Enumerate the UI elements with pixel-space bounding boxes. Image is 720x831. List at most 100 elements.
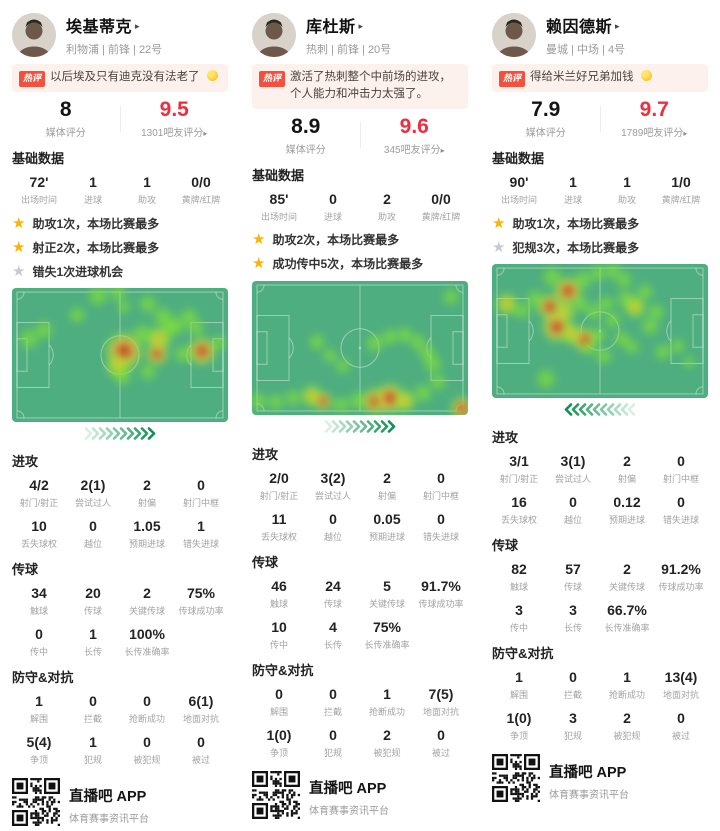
fan-rating[interactable]: 9.5 1301吧友评分▸: [121, 98, 229, 139]
stat-label: 传中: [29, 647, 48, 657]
stat-value: 0: [329, 510, 337, 527]
stat-value: 2: [623, 453, 631, 469]
avatar[interactable]: [12, 13, 56, 57]
fan-rating-arrow-icon: ▸: [440, 145, 445, 155]
media-rating-label: 媒体评分: [45, 128, 86, 139]
stat: 75% 长传准确率: [360, 619, 414, 651]
stat: 1 解围: [12, 693, 66, 725]
stat-value: 7(5): [428, 685, 454, 702]
stat: 100% 长传准确率: [120, 626, 174, 658]
stat-label: 射门中框: [422, 490, 459, 501]
player-header: 赖因德斯 ▸ 曼城 | 中场 | 4号: [492, 10, 708, 60]
stat-value: 2: [143, 477, 151, 493]
stat-label: 出场时间: [500, 195, 537, 205]
stat: 1 进球: [546, 174, 600, 206]
stat-value: 2: [383, 726, 391, 743]
stat-value: 46: [271, 577, 287, 594]
stat-label: 关键传球: [128, 606, 165, 616]
player-name-row[interactable]: 库杜斯 ▸: [306, 13, 391, 37]
stat-label: 尝试过人: [554, 474, 591, 484]
qr-code: [12, 778, 60, 826]
attack-direction-arrow: [12, 425, 228, 442]
stat-label: 长传准确率: [604, 623, 650, 633]
stat-label: 关键传球: [608, 582, 645, 592]
stat-label: 助攻: [137, 195, 156, 205]
qr-code: [492, 754, 540, 802]
chevron-icon: [105, 427, 114, 440]
stat: 2/0 射门/射正: [252, 470, 306, 502]
ratings-row: 7.9 媒体评分 9.7 1789吧友评分▸: [492, 98, 708, 139]
chevron-icon: [352, 419, 361, 433]
highlight-item: ★ 成功传中5次，本场比赛最多: [252, 252, 468, 276]
chevron-icon: [366, 419, 375, 433]
stat: 0 越位: [546, 494, 600, 526]
stat: 0 进球: [306, 191, 360, 223]
stat-label: 越位: [323, 531, 342, 542]
hot-comment-banner: 热评 激活了热刺整个中前场的进攻，个人能力和冲击力太强了。: [252, 64, 468, 109]
player-header-text: 赖因德斯 ▸ 曼城 | 中场 | 4号: [546, 13, 625, 57]
chevron-icon: [98, 427, 107, 440]
app-name: 直播吧 APP: [69, 788, 147, 805]
stat-label: 被过: [671, 731, 690, 741]
stat: 2 关键传球: [600, 561, 654, 593]
stat-label: 射门中框: [182, 498, 219, 508]
fan-rating[interactable]: 9.7 1789吧友评分▸: [601, 98, 709, 139]
player-name-row[interactable]: 赖因德斯 ▸: [546, 13, 625, 37]
stat: 0 抢断成功: [120, 693, 174, 725]
stat-label: 射门中框: [662, 474, 699, 484]
section-title-basic: 基础数据: [252, 167, 305, 183]
hot-comment-banner: 热评 以后埃及只有迪克没有法老了: [12, 64, 228, 92]
chevron-icon: [140, 427, 149, 440]
chevron-icon: [338, 419, 347, 433]
stat-label: 触球: [269, 598, 288, 609]
stat-label: 犯规: [83, 755, 102, 765]
stat: 3 长传: [546, 602, 600, 634]
stat: 0 拦截: [306, 686, 360, 718]
fan-rating[interactable]: 9.6 345吧友评分▸: [361, 115, 469, 156]
heat-spot: [333, 357, 352, 376]
stat-label: 地面对抗: [422, 706, 459, 717]
section-title-attack: 进攻: [12, 454, 39, 469]
stat-value: 66.7%: [607, 602, 647, 618]
stat-label: 预期进球: [368, 531, 405, 542]
stat-label: 尝试过人: [314, 490, 351, 501]
chevron-icon: [91, 427, 100, 440]
stat-label: 解围: [509, 690, 528, 700]
app-name: 直播吧 APP: [309, 781, 387, 797]
chevron-icon: [133, 427, 142, 440]
heat-spot: [495, 292, 520, 317]
hot-comment-text: 以后埃及只有迪克没有法老了: [50, 71, 200, 83]
player-name-row[interactable]: 埃基蒂克 ▸: [66, 13, 162, 37]
hot-comment-banner: 热评 得给米兰好兄弟加钱: [492, 64, 708, 92]
highlight-text: 犯规3次，本场比赛最多: [512, 240, 640, 255]
stat: 0 越位: [306, 511, 360, 543]
stat-label: 抢断成功: [128, 714, 165, 724]
stat-label: 丢失球权: [500, 515, 537, 525]
stat-value: 0/0: [431, 190, 451, 207]
stat-value: 11: [271, 510, 287, 527]
chevron-icon: [599, 403, 608, 416]
stat-label: 助攻: [377, 211, 396, 222]
stat-label: 传球: [323, 598, 342, 609]
heatmap: [12, 288, 228, 422]
stats-grid: 46 触球 24 传球 5 关键传球 91.7% 传球成功率 10 传中 4 长传 75% 长传准确率: [252, 578, 468, 651]
stat: 0.05 预期进球: [360, 511, 414, 543]
avatar[interactable]: [252, 13, 296, 57]
stat-label: 争顶: [509, 731, 528, 741]
player-header-text: 埃基蒂克 ▸ 利物浦 | 前锋 | 22号: [66, 13, 162, 57]
avatar[interactable]: [492, 13, 536, 57]
heatmap-spots: [492, 264, 708, 398]
stat: 16 丢失球权: [492, 494, 546, 526]
stat-label: 黄牌/红牌: [421, 211, 461, 222]
stat: 0 错失进球: [414, 511, 468, 543]
star-icon: ★: [492, 214, 506, 232]
stats-grid: 72' 出场时间 1 进球 1 助攻 0/0 黄牌/红牌: [12, 174, 228, 206]
stat-value: 75%: [186, 585, 216, 601]
fan-rating-label: 345吧友评分▸: [361, 141, 469, 156]
stat: 66.7% 长传准确率: [600, 602, 654, 634]
stat-label: 解围: [269, 706, 288, 717]
stat-label: 错失进球: [182, 539, 219, 549]
stat-label: 传球: [563, 582, 582, 592]
stats-grid: 0 解围 0 拦截 1 抢断成功 7(5) 地面对抗 1(0) 争顶 0 犯规 2 被犯规 0 被过: [252, 686, 468, 759]
section-title-passing: 传球: [12, 562, 39, 577]
